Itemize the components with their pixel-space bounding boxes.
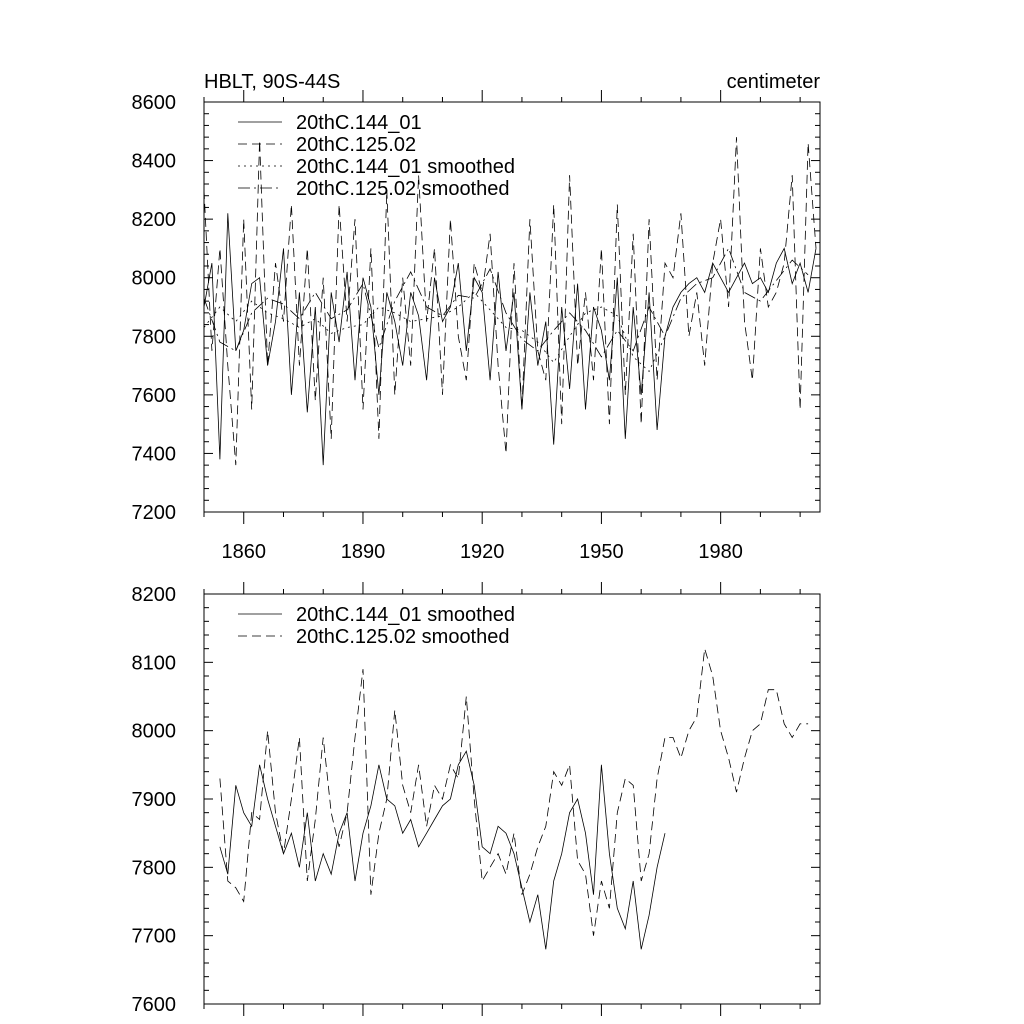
y-tick-label: 8200 [132, 584, 177, 606]
series-line-0 [203, 213, 817, 466]
top-panel: 7200 7400 7600 7800 8000 8200 8400 8600 1860 1890… [132, 71, 821, 563]
legend-label: 20thC.144_01 smoothed [296, 156, 515, 178]
units-label: centimeter [727, 71, 821, 93]
y-tick-label: 8000 [132, 268, 177, 290]
y-tick-label: 7800 [132, 857, 177, 879]
series-line-1 [203, 137, 817, 466]
legend-label: 20thC.125.02 smoothed [296, 626, 510, 648]
x-tick-label: 1920 [460, 541, 505, 563]
y-tick-label: 7900 [132, 789, 177, 811]
y-tick-label: 7600 [132, 385, 177, 407]
y-tick-label: 7600 [132, 994, 177, 1016]
series-line-0 [219, 750, 666, 950]
series-line-3 [203, 247, 809, 358]
series-line-2 [203, 291, 666, 373]
bottom-panel: 7600 7700 7800 7900 8000 8100 8200 20thC.144_01… [132, 582, 821, 1016]
x-tick-label: 1950 [579, 541, 624, 563]
x-tick-label: 1890 [341, 541, 386, 563]
plot-frame [203, 593, 821, 1005]
chart-title: HBLT, 90S-44S [204, 71, 340, 93]
y-tick-label: 7400 [132, 443, 177, 465]
y-tick-label: 8400 [132, 151, 177, 173]
legend-label: 20thC.144_01 smoothed [296, 604, 515, 626]
y-tick-label: 8200 [132, 209, 177, 231]
y-tick-label: 7800 [132, 326, 177, 348]
y-tick-label: 7200 [132, 502, 177, 524]
x-tick-label: 1860 [221, 541, 266, 563]
series-line-1 [219, 648, 809, 936]
y-tick-label: 8100 [132, 652, 177, 674]
legend-label: 20thC.125.02 smoothed [296, 178, 510, 200]
legend-label: 20thC.144_01 [296, 112, 422, 134]
x-tick-label: 1980 [698, 541, 743, 563]
y-tick-label: 8600 [132, 92, 177, 114]
legend-label: 20thC.125.02 [296, 134, 416, 156]
y-tick-label: 7700 [132, 926, 177, 948]
y-tick-label: 8000 [132, 721, 177, 743]
